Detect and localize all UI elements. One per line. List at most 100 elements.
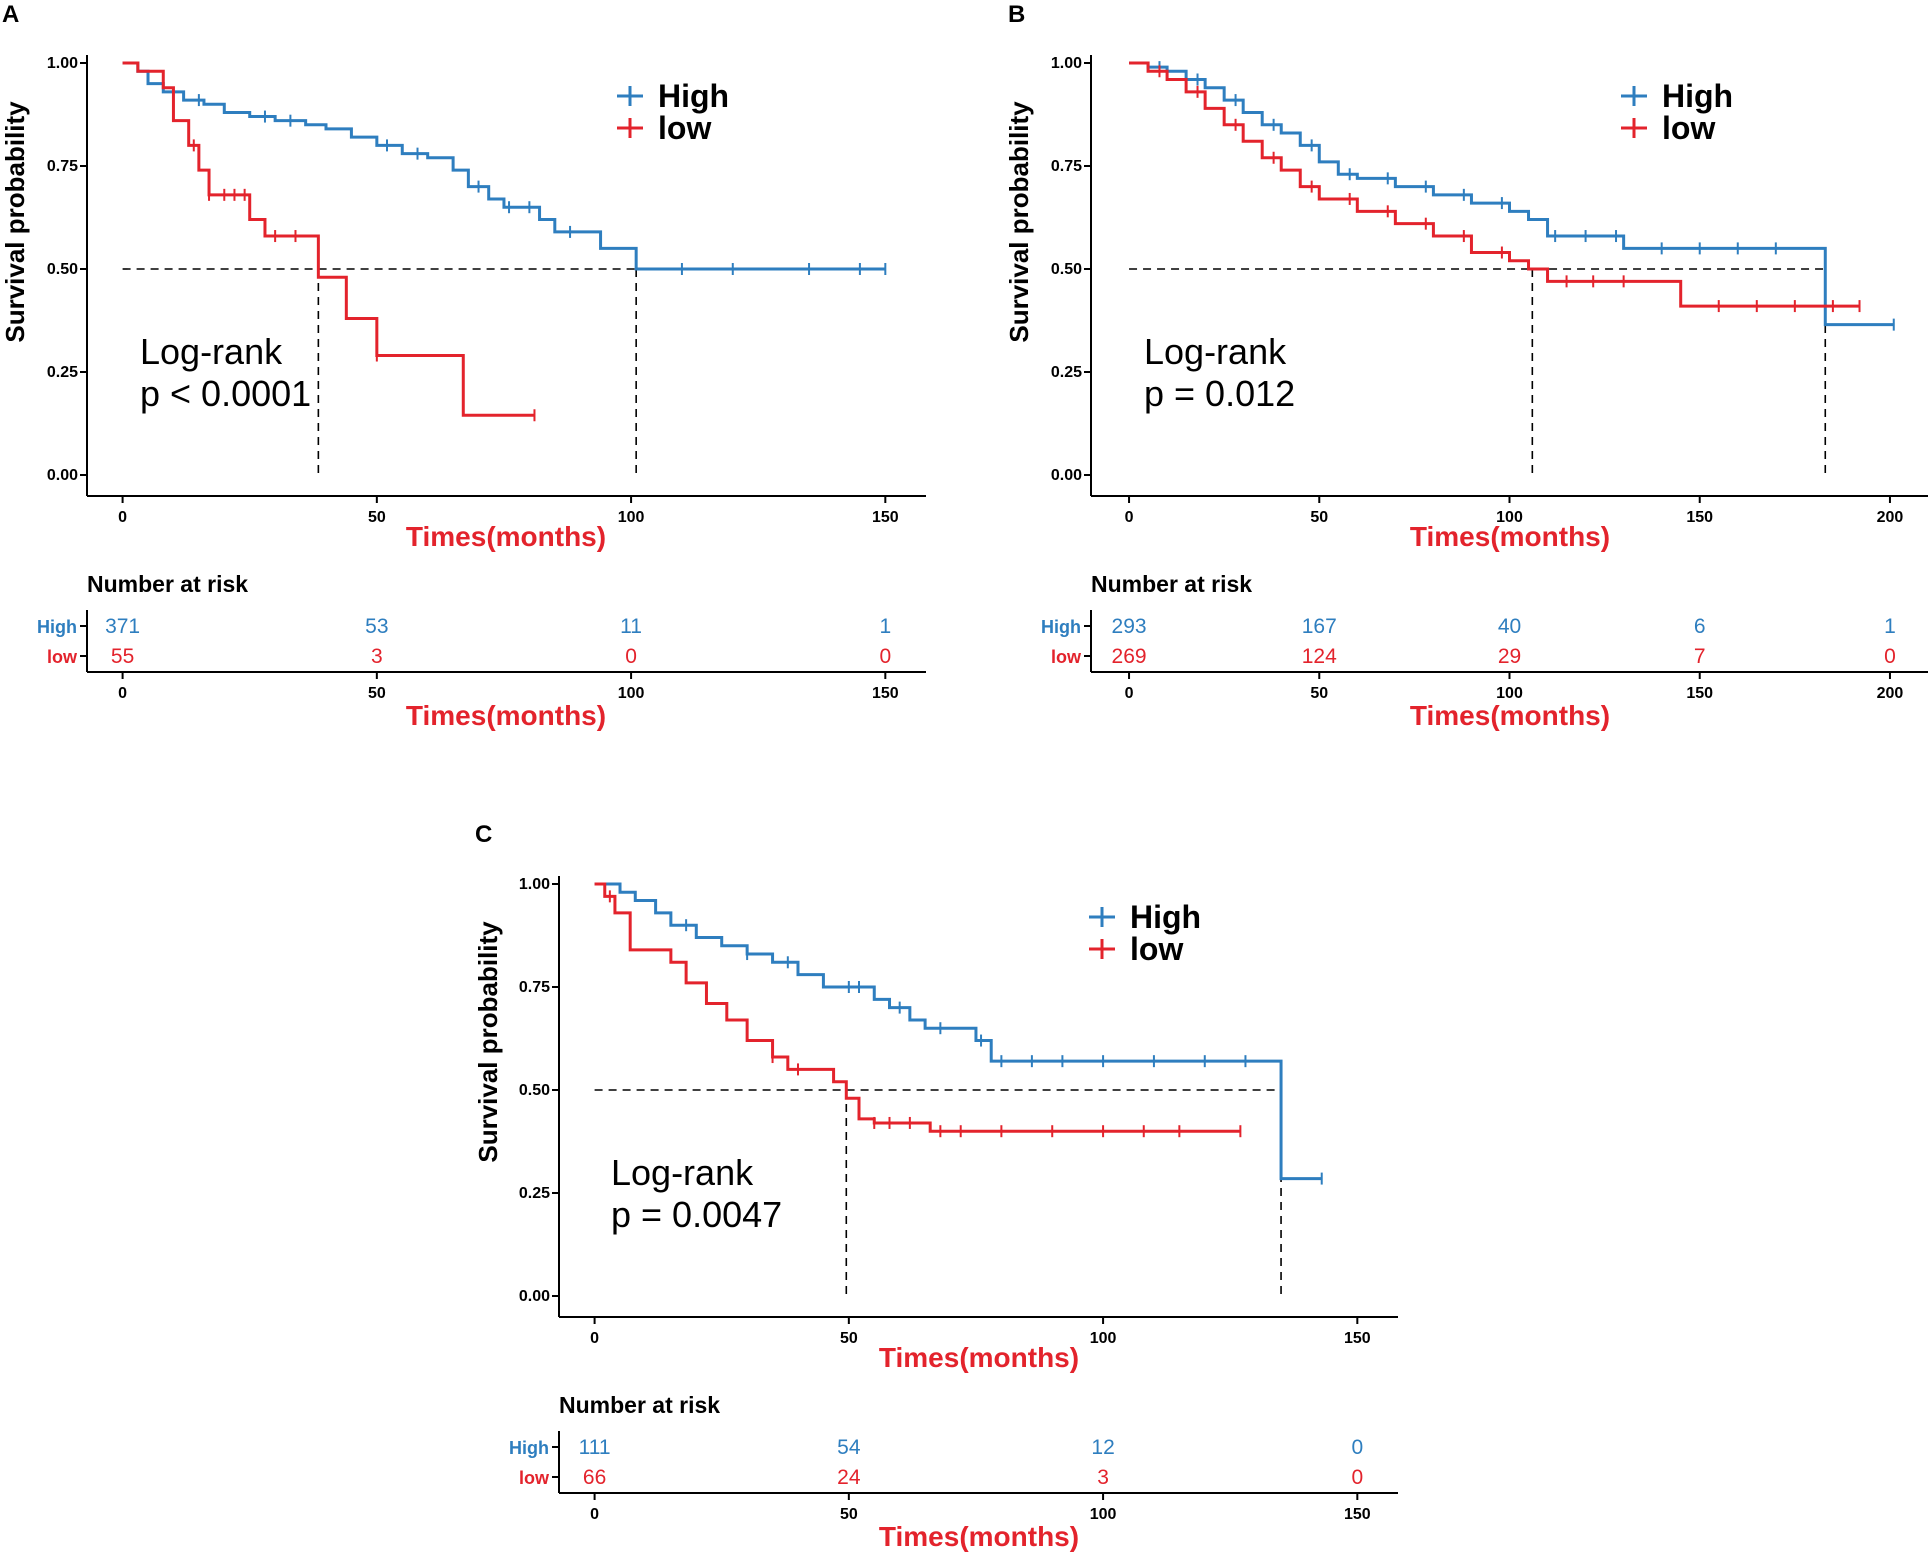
legend-label-low: low — [1130, 931, 1183, 967]
y-tick-label: 1.00 — [47, 55, 78, 72]
y-tick-labels: 1.00 0.75 0.50 0.25 0.00 — [519, 876, 550, 1305]
risk-x-tick-label: 150 — [1686, 685, 1713, 702]
risk-count-high: 167 — [1302, 615, 1337, 638]
risk-row-label-low: low — [47, 647, 78, 667]
risk-count-low: 3 — [1097, 1466, 1109, 1489]
y-tick-label: 0.75 — [519, 979, 550, 996]
risk-table: High 111 54 12 0 low 66 24 3 0 0 50 100 150 — [509, 1431, 1398, 1523]
risk-count-low: 24 — [837, 1466, 861, 1489]
risk-row-label-low: low — [1051, 647, 1082, 667]
risk-table: High 293 167 40 6 1 low 269 124 29 7 0 0 50 100 150 200 — [1041, 610, 1928, 702]
risk-x-tick-label: 50 — [840, 1506, 858, 1523]
risk-count-low: 0 — [1884, 645, 1896, 668]
x-tick-label: 50 — [840, 1330, 858, 1347]
risk-x-tick-label: 150 — [872, 685, 899, 702]
x-axis-title: Times(months) — [879, 1342, 1079, 1373]
x-tick-label: 100 — [1090, 1330, 1117, 1347]
risk-x-tick-label: 0 — [118, 685, 127, 702]
legend-label-low: low — [1662, 110, 1715, 146]
y-tick-label: 0.50 — [47, 261, 78, 278]
x-tick-label: 150 — [1344, 1330, 1371, 1347]
x-axis-title: Times(months) — [1410, 521, 1610, 552]
legend: High low — [1621, 78, 1733, 146]
risk-table-title: Number at risk — [559, 1392, 720, 1418]
x-tick-label: 50 — [368, 509, 386, 526]
risk-x-tick-label: 0 — [590, 1506, 599, 1523]
risk-count-low: 66 — [583, 1466, 606, 1489]
risk-count-high: 54 — [837, 1436, 861, 1459]
x-tick-label: 0 — [118, 509, 127, 526]
risk-x-tick-label: 150 — [1344, 1506, 1371, 1523]
panel-b: B Survival probability 1.00 0.75 0.50 0.… — [1004, 1, 1928, 731]
x-tick-label: 0 — [590, 1330, 599, 1347]
risk-count-high: 0 — [1351, 1436, 1363, 1459]
risk-x-tick-label: 100 — [618, 685, 645, 702]
panel-c: C Survival probability 1.00 0.75 0.50 0.… — [473, 821, 1398, 1552]
y-tick-label: 0.25 — [47, 364, 78, 381]
logrank-label: Log-rank — [1144, 331, 1287, 372]
risk-count-low: 3 — [371, 645, 383, 668]
risk-count-low: 7 — [1694, 645, 1706, 668]
pvalue-label: p = 0.0047 — [611, 1194, 782, 1235]
x-axis-title: Times(months) — [406, 521, 606, 552]
panel-label: B — [1008, 1, 1025, 28]
risk-count-low: 55 — [111, 645, 134, 668]
legend-label-high: High — [1662, 78, 1733, 114]
plot-area: 0 50 100 150 200 — [1084, 55, 1928, 526]
x-tick-label: 100 — [618, 509, 645, 526]
risk-count-low: 29 — [1498, 645, 1521, 668]
y-tick-label: 0.00 — [519, 1288, 550, 1305]
y-tick-label: 0.25 — [519, 1185, 550, 1202]
y-tick-label: 0.00 — [47, 467, 78, 484]
y-tick-label: 1.00 — [1051, 55, 1082, 72]
y-tick-label: 1.00 — [519, 876, 550, 893]
risk-x-tick-label: 200 — [1877, 685, 1904, 702]
survival-curve-low — [594, 882, 1241, 1133]
x-tick-label: 200 — [1877, 509, 1904, 526]
legend-label-low: low — [658, 110, 711, 146]
y-axis-title: Survival probability — [473, 921, 503, 1163]
survival-curve-low — [122, 61, 535, 417]
risk-count-low: 269 — [1112, 645, 1147, 668]
legend-label-high: High — [658, 78, 729, 114]
y-axis-title: Survival probability — [1004, 101, 1034, 343]
x-tick-label: 50 — [1310, 509, 1328, 526]
x-tick-label: 100 — [1496, 509, 1523, 526]
risk-count-high: 12 — [1091, 1436, 1114, 1459]
risk-x-axis-title: Times(months) — [406, 700, 606, 731]
risk-table-title: Number at risk — [87, 571, 248, 597]
panel-a: A Survival probability 1.00 0.75 0.50 0.… — [0, 1, 926, 731]
risk-row-label-high: High — [37, 617, 77, 637]
risk-row-label-high: High — [1041, 617, 1081, 637]
risk-count-low: 0 — [625, 645, 637, 668]
y-axis-title: Survival probability — [0, 101, 30, 343]
x-tick-label: 150 — [872, 509, 899, 526]
y-tick-labels: 1.00 0.75 0.50 0.25 0.00 — [47, 55, 78, 484]
logrank-label: Log-rank — [140, 331, 283, 372]
legend-label-high: High — [1130, 899, 1201, 935]
risk-count-high: 11 — [620, 615, 642, 638]
risk-count-high: 111 — [579, 1436, 611, 1459]
panel-label: C — [475, 821, 492, 848]
y-tick-label: 0.50 — [519, 1082, 550, 1099]
risk-count-high: 293 — [1112, 615, 1147, 638]
plot-area: 0 50 100 150 — [80, 55, 926, 526]
pvalue-label: p = 0.012 — [1144, 373, 1295, 414]
legend: High low — [1089, 899, 1201, 967]
y-tick-label: 0.50 — [1051, 261, 1082, 278]
pvalue-label: p < 0.0001 — [140, 373, 311, 414]
risk-x-axis-title: Times(months) — [879, 1521, 1079, 1552]
risk-row-label-high: High — [509, 1438, 549, 1458]
risk-x-axis-title: Times(months) — [1410, 700, 1610, 731]
legend: High low — [617, 78, 729, 146]
risk-count-high: 1 — [879, 615, 891, 638]
risk-x-tick-label: 50 — [1310, 685, 1328, 702]
survival-curve-high — [594, 882, 1322, 1181]
risk-table-title: Number at risk — [1091, 571, 1252, 597]
y-tick-label: 0.25 — [1051, 364, 1082, 381]
risk-x-tick-label: 50 — [368, 685, 386, 702]
risk-count-high: 40 — [1498, 615, 1521, 638]
risk-row-label-low: low — [519, 1468, 550, 1488]
